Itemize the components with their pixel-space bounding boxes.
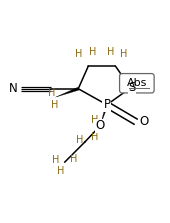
Text: H: H [51, 100, 58, 110]
Text: H: H [75, 49, 83, 59]
Text: H: H [48, 88, 56, 98]
Text: P: P [103, 98, 110, 111]
Text: H: H [57, 165, 64, 176]
Text: Abs: Abs [127, 78, 147, 88]
Text: S: S [129, 81, 136, 94]
Text: H: H [52, 155, 59, 165]
Text: N: N [9, 82, 18, 95]
Polygon shape [100, 104, 108, 126]
FancyBboxPatch shape [120, 74, 154, 93]
Polygon shape [55, 87, 79, 97]
Text: H: H [76, 135, 84, 145]
Text: H: H [89, 47, 96, 58]
Text: H: H [107, 47, 114, 58]
Text: H: H [120, 49, 128, 59]
Text: H: H [91, 116, 99, 125]
Text: O: O [96, 119, 105, 132]
Text: H: H [70, 154, 77, 164]
Text: O: O [139, 115, 148, 128]
Text: H: H [91, 132, 98, 142]
